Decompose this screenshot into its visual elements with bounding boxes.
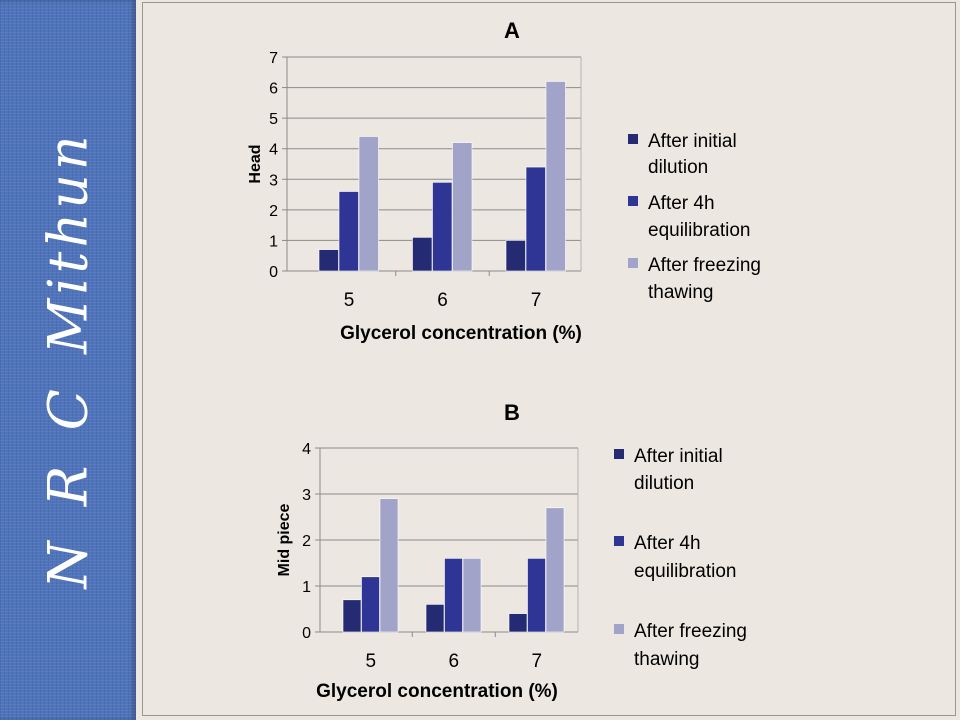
bar [379, 498, 399, 633]
bar [545, 507, 565, 633]
bar [361, 576, 380, 633]
y-axis-label: Mid piece [276, 503, 293, 576]
x-tick-label: 6 [437, 290, 448, 311]
bar [527, 558, 546, 633]
legend-entry: After freezing thawing [648, 255, 761, 303]
legend-entry: After freezing thawing [634, 621, 747, 670]
y-tick-label: 2 [302, 533, 311, 550]
bar [358, 136, 379, 272]
legend: After initial dilution After 4h equilibrati… [628, 131, 761, 303]
bar [342, 599, 362, 633]
bar [508, 613, 528, 633]
y-axis-label: Head [247, 144, 264, 183]
bar [432, 182, 453, 272]
bar [412, 237, 433, 272]
legend-swatch [628, 134, 638, 144]
x-tick-label: 7 [531, 290, 542, 311]
legend-entry: After 4h equilibration [634, 533, 736, 582]
chart-title: B [504, 400, 520, 425]
y-tick-label: 3 [269, 172, 278, 189]
bar [444, 558, 463, 633]
legend-entry: After initial dilution [634, 446, 723, 494]
y-tick-label: 1 [269, 233, 278, 250]
x-tick-label: 7 [531, 651, 542, 672]
bar [338, 191, 359, 272]
bar [425, 604, 445, 633]
chart-a: 0 1 2 3 4 5 6 7 5 6 7 A Glycerol concentration (%) He… [247, 18, 761, 344]
bar [462, 558, 482, 633]
y-tick-label: 0 [302, 625, 311, 642]
y-tick-label: 4 [302, 441, 311, 458]
bar [505, 240, 526, 272]
y-tick-label: 0 [269, 264, 278, 281]
legend-entry: After 4h equilibration [648, 193, 750, 241]
x-axis-label: Glycerol concentration (%) [340, 323, 582, 344]
bar [545, 81, 566, 272]
y-tick-label: 6 [269, 81, 278, 98]
legend-swatch [628, 196, 638, 206]
x-tick-label: 6 [448, 651, 459, 672]
legend-swatch [614, 449, 624, 459]
chart-b: 0 1 2 3 4 5 6 7 B Glycerol concentration (%) Mid p… [276, 400, 747, 702]
bar [318, 249, 339, 272]
y-tick-label: 3 [302, 487, 311, 504]
y-tick-label: 1 [302, 579, 311, 596]
sidebar-banner: N R C Mithun [0, 0, 136, 720]
x-tick-label: 5 [344, 290, 355, 311]
y-tick-label: 2 [269, 203, 278, 220]
legend-swatch [628, 258, 638, 268]
legend-swatch [614, 536, 624, 546]
y-tick-label: 5 [269, 111, 278, 128]
chart-title: A [504, 18, 520, 43]
legend-swatch [614, 624, 624, 634]
x-axis-label: Glycerol concentration (%) [316, 681, 558, 702]
x-tick-label: 5 [365, 651, 376, 672]
bar [452, 142, 473, 272]
slide-border [142, 2, 956, 716]
legend: After initial dilution After 4h equilibrati… [614, 446, 747, 670]
bar [525, 166, 546, 272]
y-tick-label: 4 [269, 142, 278, 159]
legend-entry: After initial dilution [648, 131, 737, 178]
y-tick-label: 7 [269, 50, 278, 67]
